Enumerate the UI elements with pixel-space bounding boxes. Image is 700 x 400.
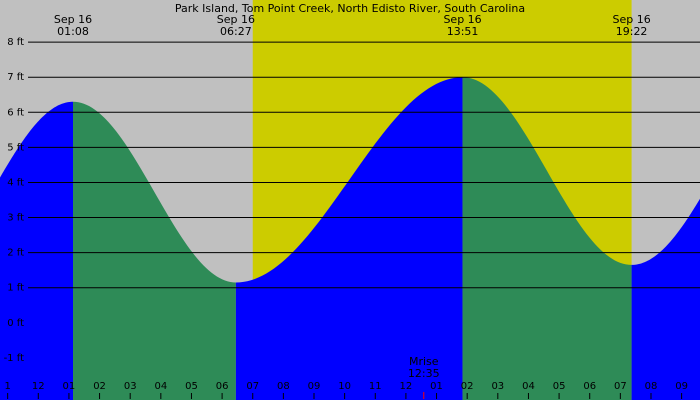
- grid-lines: [28, 41, 700, 289]
- x-tick-label: 10: [338, 381, 351, 392]
- event-date-label: Sep 16: [612, 13, 650, 26]
- x-tick-label: 08: [277, 381, 290, 392]
- y-tick-label: 0 ft: [7, 318, 24, 329]
- event-time-label: 06:27: [220, 25, 252, 38]
- event-time-label: 19:22: [616, 25, 648, 38]
- y-axis-labels: 8 ft 7 ft 6 ft 5 ft 4 ft 3 ft 2 ft 1 ft 0 ft -1 f…: [4, 37, 24, 364]
- x-tick-label: 09: [675, 381, 688, 392]
- rising-tide-segment: [235, 77, 463, 400]
- event-date-label: Sep 16: [217, 13, 255, 26]
- y-tick-label: -1 ft: [4, 353, 24, 364]
- x-tick-label: 12: [32, 381, 45, 392]
- y-tick-label: 4 ft: [7, 177, 24, 188]
- x-tick-label: 11: [369, 381, 382, 392]
- x-tick-label: 06: [216, 381, 229, 392]
- y-tick-label: 1 ft: [7, 283, 24, 294]
- x-tick-label: 01: [63, 381, 76, 392]
- x-tick-label: 08: [645, 381, 658, 392]
- event-date-label: Sep 16: [54, 13, 92, 26]
- event-time-label: 13:51: [447, 25, 479, 38]
- y-tick-label: 3 ft: [7, 213, 24, 224]
- event-date-label: Sep 16: [443, 13, 481, 26]
- x-tick-label: 06: [583, 381, 596, 392]
- x-tick-label: 01: [430, 381, 443, 392]
- rising-tide-segment: [0, 101, 73, 400]
- y-tick-label: 2 ft: [7, 248, 24, 259]
- x-tick-label: 04: [154, 381, 167, 392]
- x-tick-label: 02: [93, 381, 106, 392]
- x-tick-label: 1: [4, 381, 10, 392]
- x-tick-label: 04: [522, 381, 535, 392]
- x-tick-label: 03: [491, 381, 504, 392]
- x-axis-labels: 1 12 01 02 03 04 05 06 07 08 09 10 11 12 01 02 03 04 05 06 0…: [4, 381, 688, 399]
- x-tick-label: 03: [124, 381, 137, 392]
- event-time-label: 01:08: [57, 25, 89, 38]
- y-tick-label: 6 ft: [7, 107, 24, 118]
- falling-tide-segment: [462, 77, 632, 400]
- x-tick-label: 09: [308, 381, 321, 392]
- x-tick-label: 02: [461, 381, 474, 392]
- moonrise-label: Mrise: [409, 355, 439, 368]
- x-tick-label: 07: [246, 381, 259, 392]
- tide-area: [0, 77, 700, 400]
- y-tick-label: 7 ft: [7, 72, 24, 83]
- x-tick-label: 05: [553, 381, 566, 392]
- falling-tide-segment: [73, 101, 236, 400]
- x-tick-label: 12: [400, 381, 413, 392]
- x-tick-label: 07: [614, 381, 627, 392]
- y-tick-label: 8 ft: [7, 37, 24, 48]
- x-tick-label: 05: [185, 381, 198, 392]
- rising-tide-segment: [631, 198, 700, 400]
- moonrise-time: 12:35: [408, 367, 440, 380]
- y-tick-label: 5 ft: [7, 142, 24, 153]
- chart-title: Park Island, Tom Point Creek, North Edis…: [175, 2, 525, 15]
